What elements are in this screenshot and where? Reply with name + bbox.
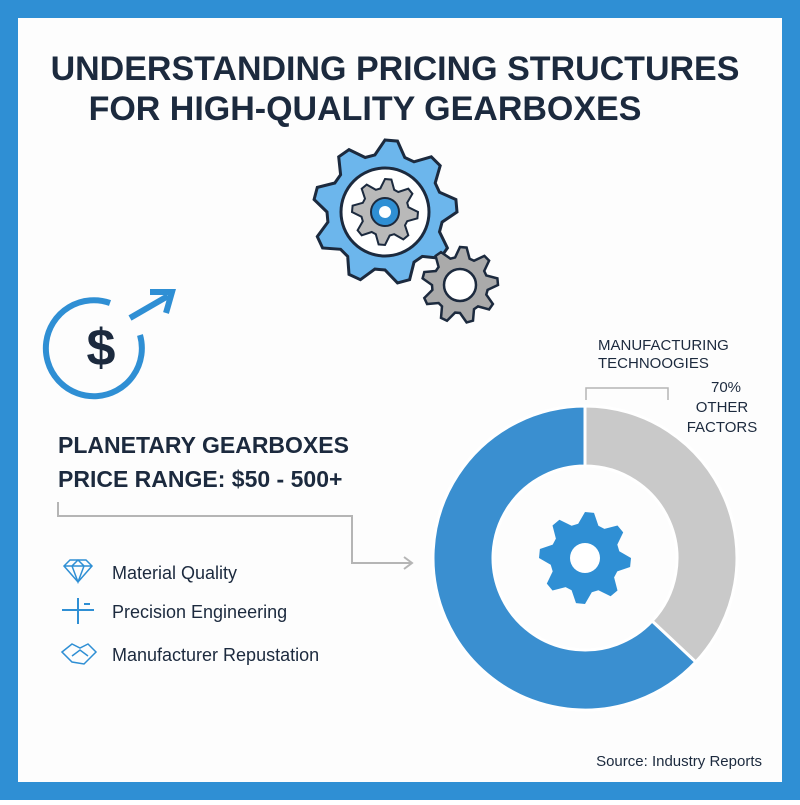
icon-arrow — [128, 293, 170, 321]
bracket — [585, 387, 669, 400]
icon-ring — [42, 297, 145, 400]
icon-arrow — [150, 289, 176, 314]
diamond-icon — [62, 558, 94, 585]
factor: Precision Engineering — [112, 602, 287, 622]
donut-chart — [431, 404, 739, 712]
factor: Material Quality — [112, 563, 237, 583]
title-line: FOR HIGH-QUALITY GEARBOXES — [89, 90, 642, 128]
dollar-icon: $ — [42, 289, 176, 400]
donut-label: MANUFACTURING — [598, 337, 729, 354]
handshake-icon — [60, 643, 98, 665]
price-heading: PLANETARY GEARBOXES — [58, 432, 349, 458]
donut-label: 70% — [711, 379, 741, 396]
dollar-sign: $ — [87, 319, 116, 377]
factor: Manufacturer Repustation — [112, 645, 319, 665]
donut-label: OTHER — [696, 399, 749, 416]
donut-segment — [431, 404, 698, 712]
donut-label: FACTORS — [687, 419, 758, 436]
source: Source: Industry Reports — [596, 753, 762, 770]
gear-hole — [379, 206, 391, 218]
donut-label: TECHNOOGIES — [598, 355, 709, 372]
precision-icon — [62, 598, 94, 624]
donut-segment — [583, 404, 739, 665]
title-line: UNDERSTANDING PRICING STRUCTURES — [51, 50, 740, 88]
center-gear-hole — [570, 543, 600, 573]
gears-icon — [312, 138, 500, 324]
connector — [57, 502, 414, 570]
price-range: PRICE RANGE: $50 - 500+ — [58, 466, 342, 492]
gear-hole — [442, 267, 478, 303]
